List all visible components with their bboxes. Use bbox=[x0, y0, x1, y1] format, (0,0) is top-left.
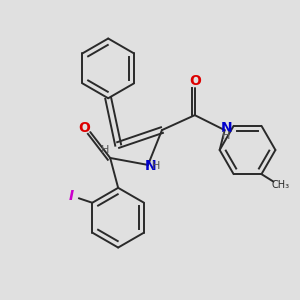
Text: H: H bbox=[100, 145, 109, 154]
Text: I: I bbox=[69, 189, 74, 203]
Text: N: N bbox=[145, 159, 156, 173]
Text: CH₃: CH₃ bbox=[272, 181, 290, 190]
Text: O: O bbox=[189, 74, 201, 88]
Text: N: N bbox=[220, 121, 232, 135]
Text: H: H bbox=[222, 131, 230, 141]
Text: O: O bbox=[78, 121, 90, 135]
Text: H: H bbox=[152, 161, 160, 171]
